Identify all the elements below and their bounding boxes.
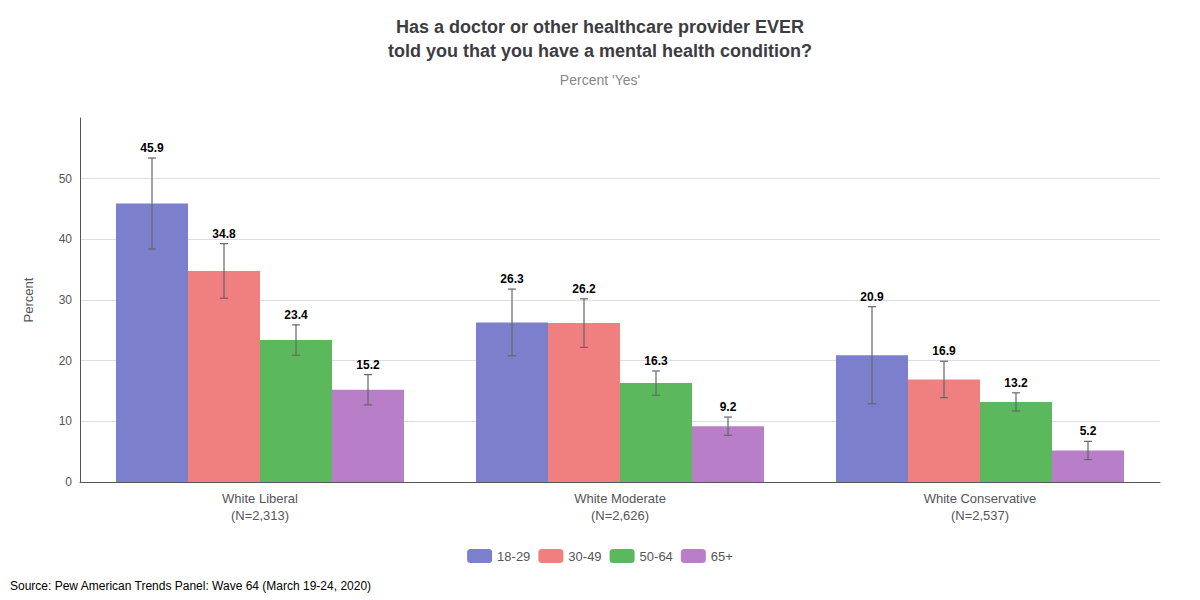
svg-text:told you that you have a menta: told you that you have a mental health c… bbox=[388, 41, 812, 61]
svg-text:45.9: 45.9 bbox=[140, 141, 164, 155]
svg-text:Percent 'Yes': Percent 'Yes' bbox=[560, 72, 640, 88]
svg-text:5.2: 5.2 bbox=[1080, 424, 1097, 438]
svg-text:9.2: 9.2 bbox=[720, 400, 737, 414]
svg-text:Has a doctor or other healthca: Has a doctor or other healthcare provide… bbox=[396, 17, 804, 37]
svg-text:(N=2,537): (N=2,537) bbox=[951, 508, 1009, 523]
svg-text:16.3: 16.3 bbox=[644, 354, 668, 368]
svg-text:30: 30 bbox=[59, 293, 73, 307]
svg-text:30-49: 30-49 bbox=[568, 549, 601, 564]
svg-text:(N=2,626): (N=2,626) bbox=[591, 508, 649, 523]
svg-text:16.9: 16.9 bbox=[932, 344, 956, 358]
svg-text:White Conservative: White Conservative bbox=[924, 491, 1037, 506]
svg-text:34.8: 34.8 bbox=[212, 227, 236, 241]
svg-text:Percent: Percent bbox=[21, 277, 36, 322]
svg-text:10: 10 bbox=[59, 414, 73, 428]
svg-text:White Moderate: White Moderate bbox=[574, 491, 666, 506]
svg-text:Source: Pew American Trends Pa: Source: Pew American Trends Panel: Wave … bbox=[10, 579, 371, 593]
svg-text:50-64: 50-64 bbox=[640, 549, 673, 564]
svg-text:0: 0 bbox=[65, 475, 72, 489]
svg-text:13.2: 13.2 bbox=[1004, 376, 1028, 390]
svg-text:(N=2,313): (N=2,313) bbox=[231, 508, 289, 523]
svg-text:18-29: 18-29 bbox=[497, 549, 530, 564]
svg-text:65+: 65+ bbox=[711, 549, 733, 564]
svg-text:20.9: 20.9 bbox=[860, 290, 884, 304]
svg-text:50: 50 bbox=[59, 172, 73, 186]
svg-text:15.2: 15.2 bbox=[356, 358, 380, 372]
svg-text:23.4: 23.4 bbox=[284, 308, 308, 322]
svg-text:White Liberal: White Liberal bbox=[222, 491, 298, 506]
svg-text:40: 40 bbox=[59, 232, 73, 246]
svg-text:26.3: 26.3 bbox=[500, 272, 524, 286]
svg-text:26.2: 26.2 bbox=[572, 282, 596, 296]
svg-text:20: 20 bbox=[59, 354, 73, 368]
